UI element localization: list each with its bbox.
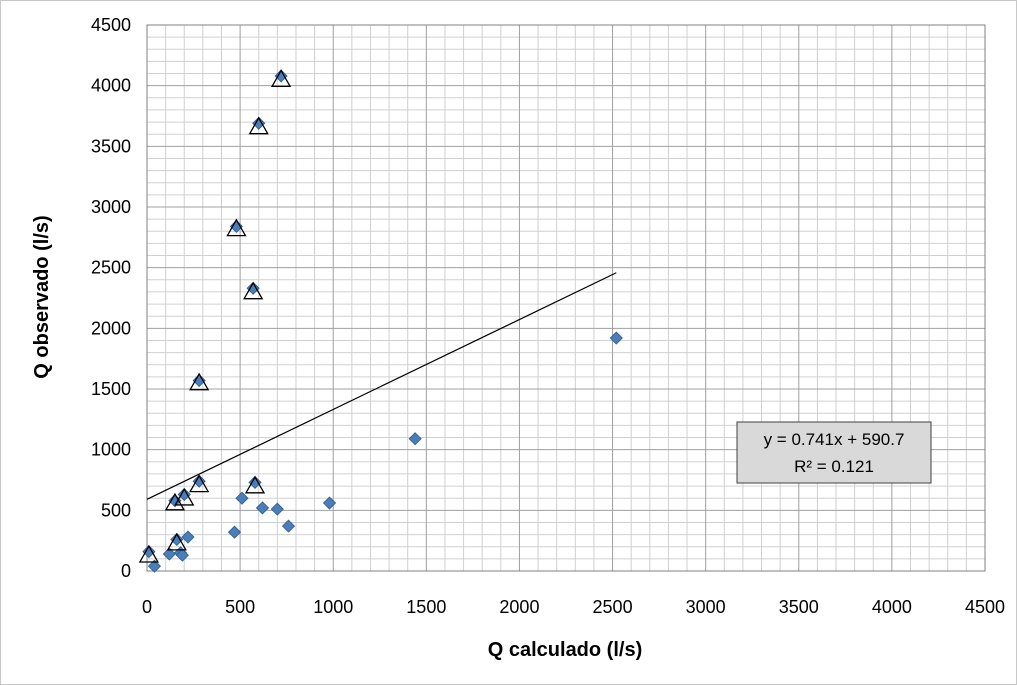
y-axis-title: Q observado (l/s) <box>31 215 53 378</box>
diamond-point <box>181 530 195 544</box>
trendline <box>146 272 617 500</box>
diamond-point <box>227 525 242 539</box>
r-squared-line: R² = 0.121 <box>794 457 874 476</box>
diamond-point <box>252 116 266 130</box>
x-tick-label: 500 <box>225 597 255 617</box>
x-tick-label: 2000 <box>499 597 539 617</box>
minor-gridlines <box>147 25 985 571</box>
equation-box-background <box>736 421 932 484</box>
trendline-group <box>146 272 617 500</box>
y-tick-label: 500 <box>101 500 131 520</box>
x-tick-label: 0 <box>142 597 152 617</box>
diamond-point <box>281 519 296 533</box>
x-tick-label: 4000 <box>872 597 912 617</box>
open-triangle-point <box>226 218 247 237</box>
diamond-point <box>255 501 270 515</box>
diamond-point <box>177 487 191 502</box>
y-tick-label: 0 <box>121 561 131 581</box>
open-triangle-point <box>174 487 195 506</box>
open-triangle-point <box>189 474 210 493</box>
open-triangle-point <box>248 116 269 135</box>
diamond-point <box>142 545 156 559</box>
major-gridlines <box>146 24 986 572</box>
diamond-point <box>274 69 288 83</box>
y-tick-label: 4500 <box>91 15 131 35</box>
x-axis-tick-labels: 0 500 1000 1500 2000 2500 3000 3500 4000 4500 <box>142 597 1005 617</box>
x-tick-label: 1000 <box>313 597 353 617</box>
open-triangle-point <box>164 492 186 511</box>
equation-line: y = 0.741x + 590.7 <box>764 430 905 449</box>
y-tick-label: 1500 <box>91 379 131 399</box>
y-tick-label: 1000 <box>91 440 131 460</box>
open-triangle-point <box>166 532 187 551</box>
diamond-point <box>229 219 243 233</box>
y-tick-label: 3500 <box>91 136 131 156</box>
diamond-point <box>322 496 337 510</box>
x-tick-label: 1500 <box>406 597 446 617</box>
x-tick-label: 4500 <box>965 597 1005 617</box>
diamond-point <box>408 432 422 446</box>
diamond-point <box>235 491 249 505</box>
diamond-point <box>192 474 206 488</box>
diamond-point <box>246 281 260 295</box>
diamond-point <box>170 532 184 547</box>
diamond-point <box>192 373 206 388</box>
diamond-point <box>162 547 176 561</box>
y-axis-tick-labels: 0 500 1000 1500 2000 2500 3000 3500 4000 4500 <box>91 15 131 581</box>
diamond-point <box>609 331 623 345</box>
x-tick-label: 2500 <box>593 597 633 617</box>
diamond-point <box>248 475 262 489</box>
diamond-point <box>270 502 284 516</box>
y-tick-label: 2500 <box>91 258 131 278</box>
plot-area-border <box>146 24 986 572</box>
diamond-point <box>147 559 162 573</box>
y-tick-label: 4000 <box>91 76 131 96</box>
x-axis-title: Q calculado (l/s) <box>488 639 642 661</box>
open-triangle-point <box>243 281 264 300</box>
y-tick-label: 3000 <box>91 197 131 217</box>
data-points <box>138 69 623 573</box>
open-triangle-point <box>270 69 292 87</box>
open-triangle-point <box>244 475 266 494</box>
regression-equation-box: y = 0.741x + 590.7 R² = 0.121 <box>736 421 932 484</box>
x-tick-label: 3000 <box>686 597 726 617</box>
open-triangle-point <box>138 544 159 563</box>
diamond-point <box>175 548 189 562</box>
open-triangle-point <box>189 372 210 391</box>
y-tick-label: 2000 <box>91 318 131 338</box>
x-tick-label: 3500 <box>779 597 819 617</box>
